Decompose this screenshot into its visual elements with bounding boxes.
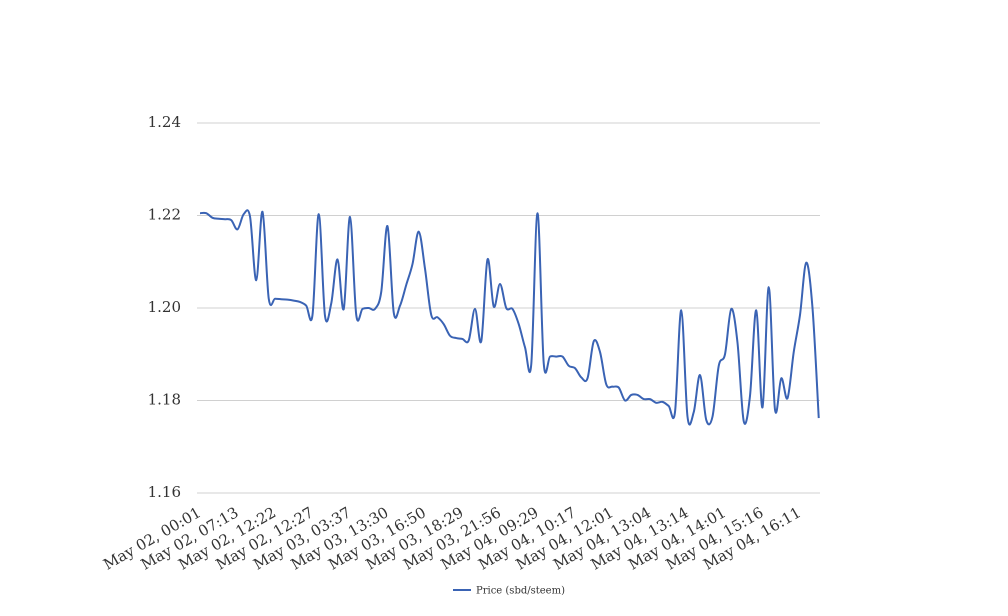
price-line	[199, 209, 820, 426]
y-tick-label: 1.16	[148, 483, 181, 501]
legend-label: Price (sbd/steem)	[476, 586, 565, 597]
y-tick-label: 1.22	[148, 206, 181, 224]
y-tick-label: 1.18	[148, 391, 181, 409]
y-tick-label: 1.20	[148, 298, 181, 316]
y-tick-label: 1.24	[148, 113, 181, 131]
